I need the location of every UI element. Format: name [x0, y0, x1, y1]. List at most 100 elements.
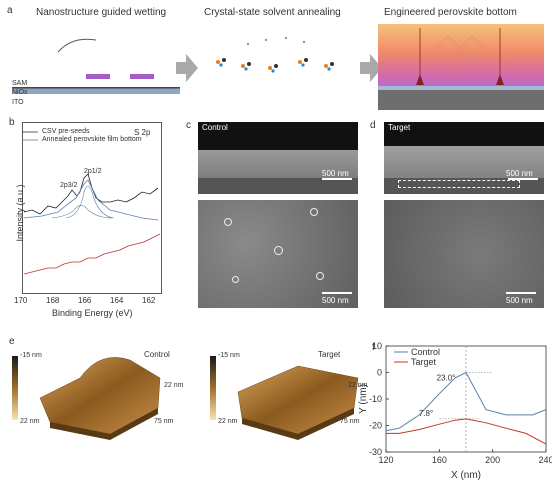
afm-control-surface: [39, 357, 161, 435]
afm-control-top: -15 nm: [20, 352, 42, 359]
afm-colorbar: [12, 356, 18, 420]
control-pinhole: [224, 218, 232, 226]
control-scalebar-top: [322, 178, 352, 180]
afm-target-bottom: 22 nm: [218, 418, 238, 425]
y-tick-label: -30: [369, 447, 382, 457]
target-dashed-box: [398, 180, 520, 188]
control-tag: Control: [202, 123, 228, 132]
xps-peak2-label: 2p1/2: [84, 168, 102, 175]
droplet-arc: [57, 38, 97, 53]
grain-root: [496, 74, 504, 85]
substrate-layer: [12, 88, 180, 94]
annotation-angle-control: 23.0°: [437, 373, 456, 382]
panel-a-letter: a: [7, 5, 13, 16]
xps-xtick: 168: [46, 296, 60, 305]
x-tick-label: 120: [378, 455, 393, 465]
xps-tag: S 2p: [134, 128, 151, 137]
afm-control-ax2: 75 nm: [154, 418, 174, 425]
panel-a-illustration: [12, 24, 544, 110]
afm-colorbar: [210, 356, 216, 420]
control-pinhole: [316, 272, 324, 280]
control-pinhole: [274, 246, 283, 255]
xps-red-curve: [23, 233, 161, 275]
afm-control-bottom: 22 nm: [20, 418, 40, 425]
process-arrow: [176, 54, 198, 82]
xps-legend-2: Annealed perovskite film bottom: [42, 136, 142, 143]
afm-target-label: Target: [318, 350, 341, 359]
control-scale-top: 500 nm: [322, 169, 349, 178]
target-cross-section: Target 500 nm: [384, 122, 544, 194]
control-scalebar-bottom: [322, 292, 352, 294]
target-substrate: [384, 178, 544, 194]
xps-xlabel: Binding Energy (eV): [52, 308, 133, 318]
afm-control-ax1: 22 nm: [164, 382, 184, 389]
legend-label: Control: [411, 347, 440, 357]
control-top-view: 500 nm: [198, 200, 358, 308]
panel-f-letter: f: [372, 342, 375, 353]
grain-root: [416, 74, 424, 85]
afm-target-ax2: 75 nm: [340, 418, 360, 425]
panel-c-letter: c: [186, 120, 191, 131]
ito-layer: [378, 90, 544, 110]
layer-label-niox: NiOx: [12, 89, 28, 96]
y-tick-label: 10: [372, 341, 382, 351]
perovskite-layer: [378, 24, 544, 88]
series-line-target: [386, 418, 547, 445]
nanostructure-block: [130, 74, 154, 79]
control-cross-section: Control 500 nm: [198, 122, 358, 194]
step3-title: Engineered perovskite bottom: [384, 7, 517, 18]
afm-target-top: -15 nm: [218, 352, 240, 359]
target-scalebar-top: [508, 178, 538, 180]
nanostructure-block: [86, 74, 110, 79]
crystal-lattice: [435, 35, 485, 77]
layer-label-sam: SAM: [12, 80, 28, 87]
xps-plot: [22, 122, 162, 294]
annotation-angle-target: 7.8°: [419, 409, 433, 418]
control-film: [198, 150, 358, 178]
panel-e-letter: e: [9, 336, 15, 347]
x-tick-label: 160: [432, 455, 447, 465]
xps-frame: [22, 122, 162, 294]
substrate-top-line: [12, 87, 180, 89]
xps-xtick: 170: [14, 296, 28, 305]
target-tag: Target: [388, 123, 411, 132]
xps-fit-peak2: [65, 185, 115, 219]
xps-peak1-label: 2p3/2: [60, 182, 78, 189]
y-axis-label: Y (nm): [358, 384, 369, 414]
y-tick-label: -20: [369, 421, 382, 431]
process-arrow: [360, 54, 382, 82]
target-top-view: 500 nm: [384, 200, 544, 308]
xps-xtick: 166: [78, 296, 92, 305]
panel-d-letter: d: [370, 120, 376, 131]
control-substrate: [198, 178, 358, 194]
y-tick-label: -10: [369, 394, 382, 404]
xps-xtick: 162: [142, 296, 156, 305]
target-film: [384, 146, 544, 178]
xps-xtick: 164: [110, 296, 124, 305]
x-tick-label: 200: [485, 455, 500, 465]
afm-control-3d: [12, 356, 161, 440]
target-scale-bottom: 500 nm: [506, 296, 533, 305]
y-tick-label: 0: [377, 368, 382, 378]
layer-label-ito: ITO: [12, 99, 24, 106]
xps-raw-curve: [23, 173, 159, 215]
afm-target-3d: [210, 356, 359, 440]
height-profile-chart: 120 160 200 240 10 0 -10 -20 -30 X (nm) Y (nm) Cont…: [358, 341, 552, 480]
control-scale-bottom: 500 nm: [322, 296, 349, 305]
xps-legend-1: CSV pre-seeds: [42, 128, 90, 135]
control-pinhole: [232, 276, 239, 283]
target-scale-top: 500 nm: [506, 169, 533, 178]
legend-label: Target: [411, 357, 437, 367]
step2-title: Crystal-state solvent annealing: [204, 7, 341, 18]
x-axis-label: X (nm): [451, 470, 481, 480]
xps-fit-envelope: [23, 179, 159, 221]
step1-title: Nanostructure guided wetting: [36, 7, 167, 18]
series-line-control: [385, 371, 547, 432]
panel-b-letter: b: [9, 117, 15, 128]
interface-layer: [378, 86, 544, 90]
afm-control-label: Control: [144, 350, 170, 359]
solvent-molecules: [216, 36, 334, 73]
xps-fit-peak1: [51, 205, 113, 219]
target-scalebar-bottom: [506, 292, 536, 294]
x-tick-label: 240: [538, 455, 552, 465]
